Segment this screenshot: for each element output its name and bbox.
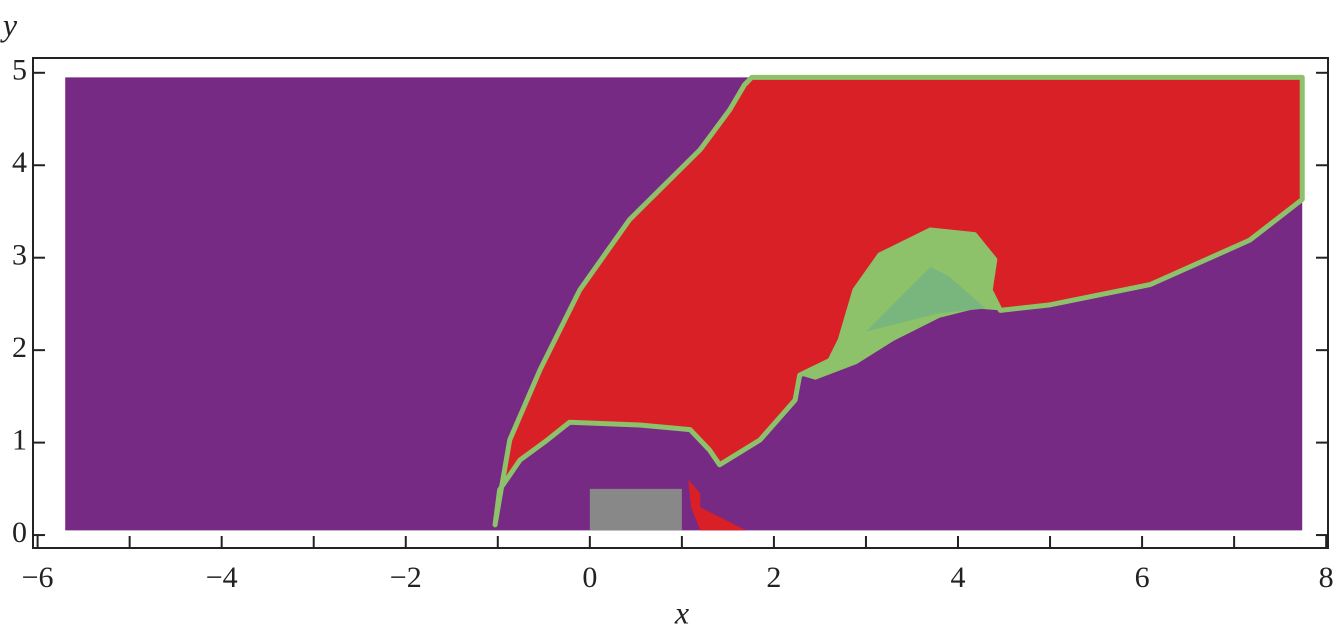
y-tick-label: 3 <box>12 239 27 272</box>
x-tick-label: 6 <box>1135 561 1150 594</box>
region <box>589 488 682 531</box>
x-tick-label: 4 <box>951 561 966 594</box>
region <box>688 479 747 531</box>
y-axis-label: y <box>0 6 18 42</box>
x-tick-label: 2 <box>766 561 781 594</box>
y-tick-label: 2 <box>12 331 27 364</box>
y-tick-label: 4 <box>12 146 27 179</box>
region <box>492 74 1305 528</box>
x-axis-label: x <box>674 594 689 630</box>
x-tick-label: −4 <box>206 561 238 594</box>
y-tick-label: 1 <box>12 423 27 456</box>
y-tick-label: 5 <box>12 54 27 87</box>
y-tick-label: 0 <box>12 516 27 549</box>
x-tick-label: 8 <box>1319 561 1334 594</box>
x-tick-label: 0 <box>582 561 597 594</box>
region <box>865 266 986 332</box>
plot-frame <box>32 57 1329 549</box>
x-tick-label: −6 <box>22 561 54 594</box>
x-tick-label: −2 <box>390 561 422 594</box>
